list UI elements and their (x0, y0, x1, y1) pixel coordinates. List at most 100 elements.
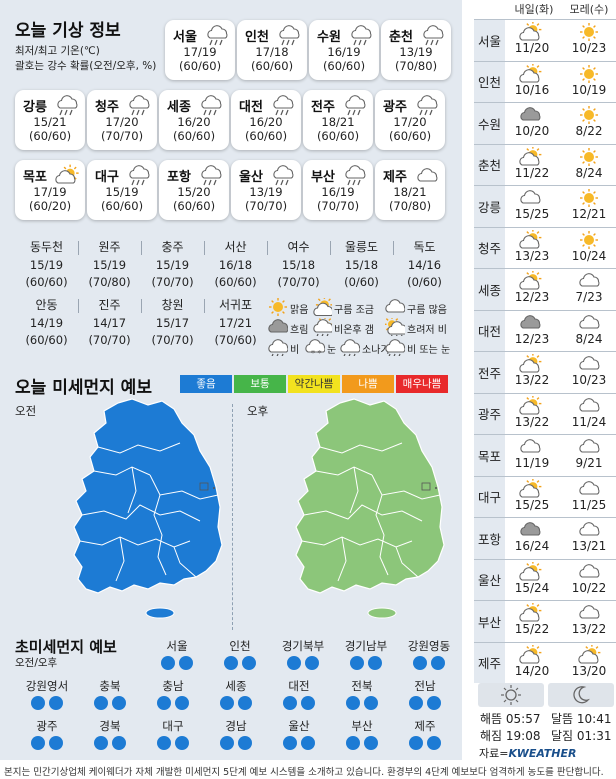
weekly-city: 부산 (474, 601, 505, 642)
pm25-region-name: 제주 (414, 719, 436, 733)
pm25-am-dot (31, 696, 45, 710)
weekly-temp-day-after: 7/23 (575, 290, 603, 304)
city-temp: 17/19 (33, 185, 67, 199)
rain-icon (420, 24, 446, 48)
pm25-region-4: 강원영동 (397, 638, 461, 670)
table-prob: (70/60) (214, 333, 257, 347)
kweather-logo: KWEATHER (508, 747, 577, 760)
sunset-text: 해짐 19:08 (480, 729, 541, 743)
city-card-8: 전주 18/21 (60/60) (303, 90, 373, 150)
rain-icon (126, 94, 152, 118)
rain-icon (126, 164, 152, 188)
cloud-icon (385, 298, 406, 319)
table-prob: (0/60) (407, 275, 442, 289)
legend-label: 비온후 갬 (334, 325, 374, 336)
city-card-3: 춘천 13/19 (70/80) (381, 20, 451, 80)
weekly-temp-day-after: 10/19 (571, 82, 607, 97)
city-card-4: 강릉 15/21 (60/60) (15, 90, 85, 150)
forecast-subtitle-prob: 괄호는 강수 확률(오전/오후, %) (15, 60, 157, 72)
city-prob: (60/60) (178, 59, 222, 73)
weekly-city: 제주 (474, 642, 505, 683)
rain-icon (342, 164, 368, 188)
sunrain-icon (384, 316, 408, 341)
city-card-13: 울산 13/19 (70/70) (231, 160, 301, 220)
weekly-temp-day-after: 11/25 (571, 497, 607, 512)
pm25-region-name: 세종 (225, 679, 247, 693)
legend-item-6: 비 (268, 338, 300, 360)
cloud-icon (577, 396, 601, 416)
pm25-pm-dot (175, 696, 189, 710)
pm25-region-name: 경북 (99, 719, 121, 733)
pm25-region-0: 서울 (145, 638, 209, 670)
pm25-region-name: 울산 (288, 719, 310, 733)
sun-icon (501, 685, 521, 705)
cloud-icon (414, 164, 440, 188)
pm25-pm-dot (364, 696, 378, 710)
forecast-title: 오늘 기상 정보 (15, 21, 121, 41)
weekly-city: 인천 (474, 61, 505, 102)
weekly-city: 울산 (474, 559, 505, 600)
pm25-am-dot (409, 696, 423, 710)
weekly-row-9: 광주 13/22 11/24 (474, 392, 616, 434)
table-temp: 15/19 (92, 258, 127, 272)
weekly-temp-tomorrow: 10/16 (514, 82, 550, 97)
rain-icon (342, 94, 368, 118)
weekly-row-1: 인천 10/16 10/19 (474, 60, 616, 102)
city-temp: 16/19 (327, 45, 361, 59)
rain-icon (268, 338, 289, 360)
pm25-pm-dot (364, 736, 378, 750)
sun-icon (577, 105, 601, 125)
suncloud-icon (518, 228, 542, 250)
city-prob: (60/60) (172, 129, 216, 143)
sun-icon (577, 147, 601, 167)
pm25-am-dot (94, 696, 108, 710)
weekly-city: 전주 (474, 352, 505, 393)
pm25-pm-dot (49, 736, 63, 750)
city-card-9: 광주 17/20 (60/60) (375, 90, 445, 150)
pm25-region-name: 전남 (414, 679, 436, 693)
darkcloud-icon (518, 313, 542, 333)
city-prob: (60/60) (172, 199, 216, 213)
pm25-region-name: 전북 (351, 679, 373, 693)
pm25-region-name: 대구 (162, 719, 184, 733)
suncloud-icon (312, 296, 334, 319)
pm25-region-name: 강원영서 (25, 679, 69, 693)
weekly-temp-tomorrow: 16/24 (514, 539, 550, 553)
rain-icon (198, 164, 224, 188)
cloud-icon (577, 520, 601, 540)
dust-scale-3: 나쁨 (342, 375, 394, 393)
weekly-row-13: 울산 15/24 10/22 (474, 558, 616, 600)
darkcloud-icon (518, 520, 542, 540)
pm25-region-name: 서울 (166, 639, 188, 653)
pm25-region-name: 인천 (229, 639, 251, 653)
weekly-row-14: 부산 15/22 13/22 (474, 600, 616, 642)
pm25-region-name: 강원영동 (407, 639, 451, 653)
pm25-region-15: 경남 (204, 718, 268, 750)
city-temp: 16/20 (177, 115, 211, 129)
raincleared-icon (312, 316, 334, 340)
weekly-city: 포항 (474, 518, 505, 559)
cloud-icon (577, 479, 601, 499)
table-row1-cell-6: 독도 14/16 (0/60) (393, 238, 456, 296)
dust-scale-2: 약간나쁨 (288, 375, 340, 393)
city-name: 광주 (383, 100, 407, 115)
snow-icon: * * (305, 338, 326, 359)
pm25-region-1: 인천 (208, 638, 272, 670)
weekly-temp-day-after: 10/22 (571, 580, 607, 595)
weekly-temp-day-after: 8/24 (575, 165, 603, 180)
legend-item-8: 소나기 (340, 338, 390, 360)
legend-item-9: 비 또는 눈 (385, 338, 450, 360)
table-prob: (70/80) (88, 275, 131, 289)
sun-moon-box: 해뜸 05:57 해짐 19:08 달뜸 10:41 달짐 01:31 자료=K… (474, 683, 616, 760)
legend-label: 비 (290, 345, 300, 356)
weekly-city: 춘천 (474, 144, 505, 185)
city-temp: 18/21 (393, 185, 427, 199)
city-prob: (60/60) (28, 129, 72, 143)
table-row2-cell-0: 안동 14/19 (60/60) (15, 296, 78, 354)
table-city: 서산 (224, 240, 247, 254)
weekly-city: 대구 (474, 476, 505, 517)
legend-item-7: * * 눈 (305, 338, 336, 359)
dust-scale-0: 좋음 (180, 375, 232, 393)
weekly-temp-tomorrow: 13/23 (514, 248, 550, 263)
legend-label: 흐림 (290, 325, 309, 336)
